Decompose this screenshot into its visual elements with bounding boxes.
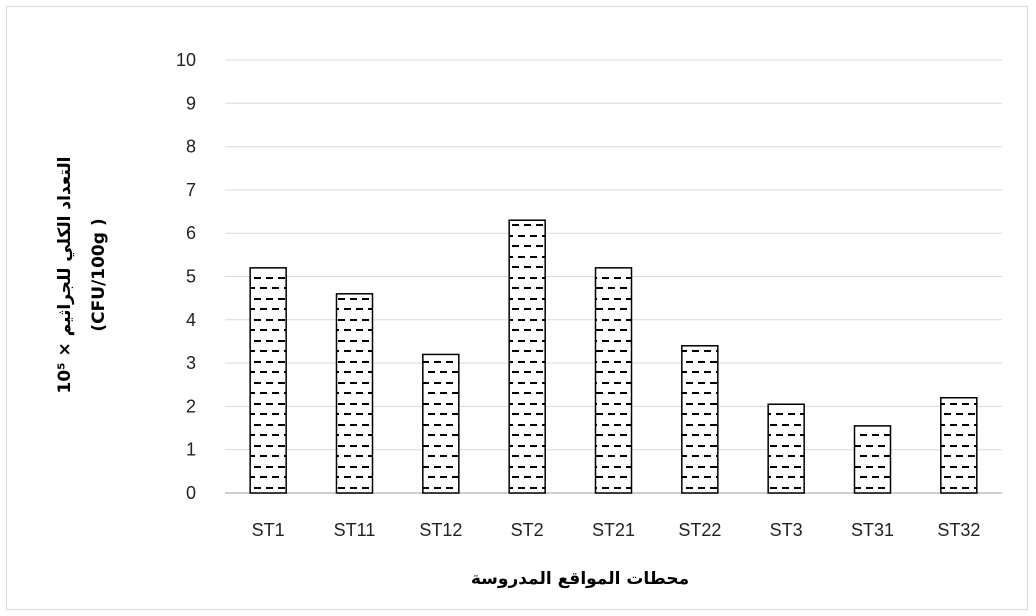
y-tick-label: 7 [186,180,196,200]
bar-st2 [508,219,546,494]
x-axis-title: محطات المواقع المدروسة [471,569,689,589]
y-tick-label: 4 [186,310,196,330]
x-tick-label: ST21 [592,520,635,540]
y-tick-label: 5 [186,267,196,287]
bar-st1 [249,267,287,494]
bar-st11 [335,293,374,494]
x-tick-label: ST2 [511,520,544,540]
x-tick-label: ST11 [334,520,376,540]
x-tick-label: ST1 [252,520,285,540]
y-tick-label: 8 [186,137,196,157]
x-tick-label: ST31 [851,520,894,540]
y-tick-labels: 0 1 2 3 4 5 6 7 8 9 10 [176,50,196,503]
bar-st12 [422,353,460,494]
bar-st22 [681,345,719,494]
y-axis-title-line1: التعداد الكلي للجراثيم × 10⁵ [55,156,75,393]
bar-st3 [767,403,805,494]
y-tick-label: 1 [186,440,196,460]
bars [249,219,978,494]
x-tick-label: ST3 [770,520,803,540]
y-tick-label: 0 [186,483,196,503]
bar-st21 [594,267,633,494]
y-tick-label: 6 [186,223,196,243]
x-tick-label: ST22 [678,520,721,540]
y-axis-title-line2: (CFU/100g ) [89,218,109,331]
y-tick-label: 9 [186,93,196,113]
bar-st32 [940,396,978,494]
y-tick-label: 2 [186,396,196,416]
x-tick-labels: ST1 ST11 ST12 ST2 ST21 ST22 ST3 ST31 ST32 [252,520,981,540]
y-tick-label: 10 [176,50,196,70]
bar-st31 [853,425,892,494]
x-tick-label: ST32 [937,520,980,540]
x-tick-label: ST12 [419,520,462,540]
y-tick-label: 3 [186,353,196,373]
